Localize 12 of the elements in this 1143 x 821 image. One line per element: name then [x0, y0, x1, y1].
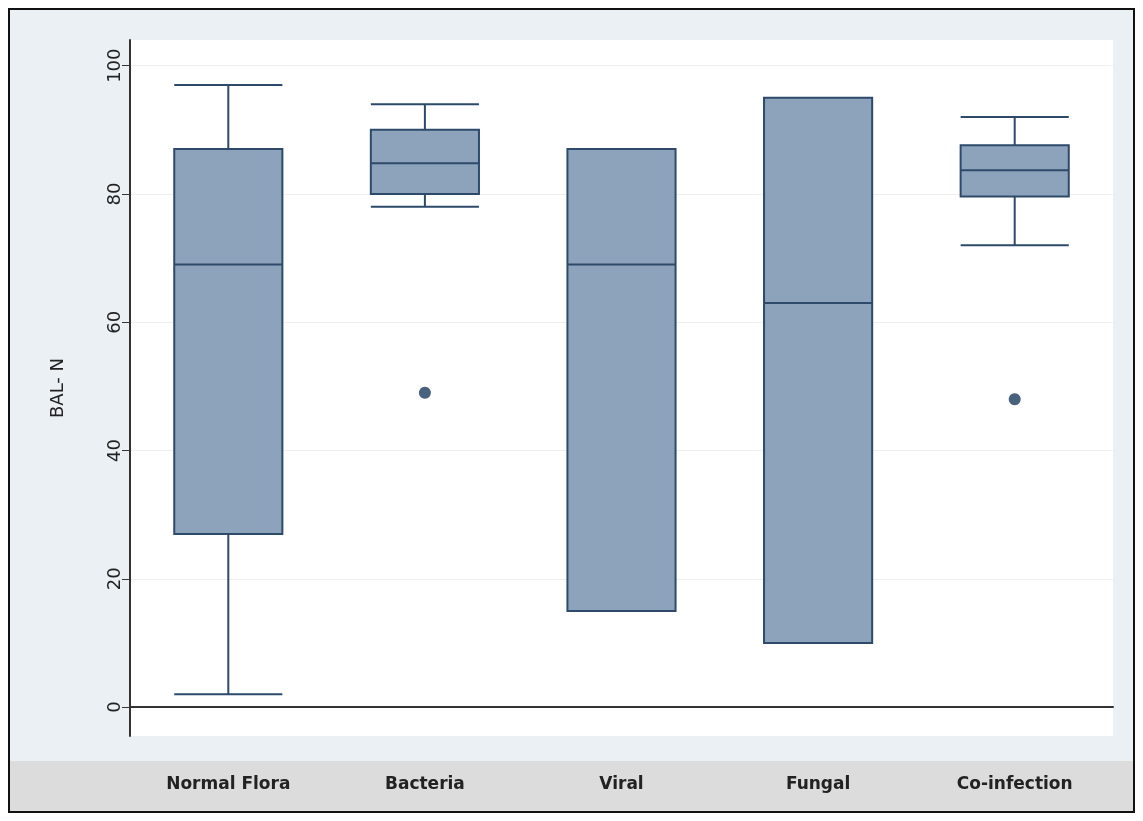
- x-tick-label: Viral: [599, 772, 644, 793]
- y-tick-label: 0: [102, 701, 124, 713]
- y-tick-label: 80: [102, 182, 124, 206]
- y-tick-label: 20: [102, 567, 124, 591]
- x-tick-label: Co-infection: [956, 772, 1073, 793]
- y-tick-label: 60: [102, 310, 124, 334]
- x-tick-label: Bacteria: [384, 772, 465, 793]
- x-tick-label: Fungal: [785, 772, 851, 793]
- y-tick-label: 100: [102, 48, 124, 83]
- y-tick-label: 40: [102, 439, 124, 462]
- y-axis-title: BAL- N: [45, 357, 67, 419]
- x-tick-label: Normal Flora: [166, 772, 291, 793]
